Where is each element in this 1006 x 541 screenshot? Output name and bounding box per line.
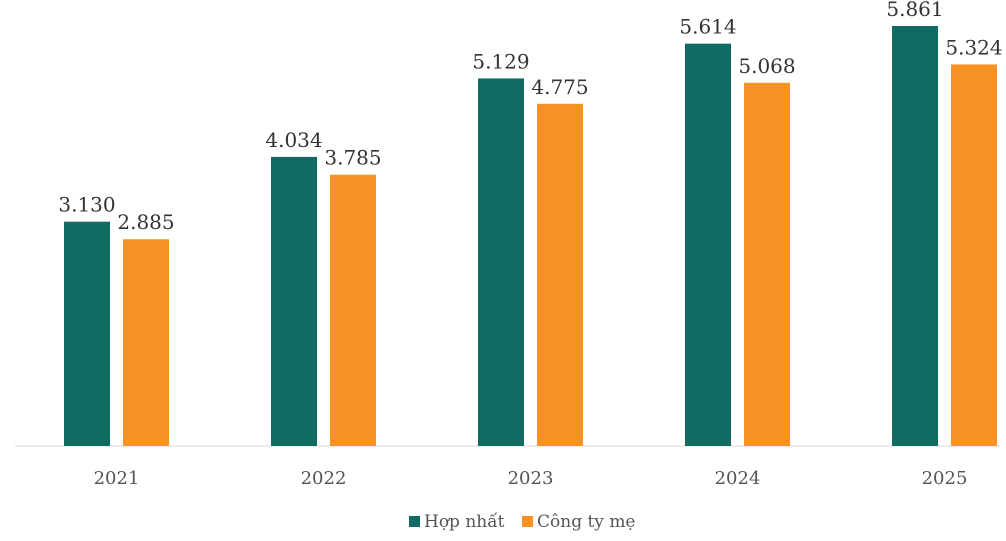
bar-hop-nhat-2022 (271, 156, 317, 446)
category-label-2022: 2022 (301, 468, 347, 489)
bar-hop-nhat-2025 (892, 25, 938, 446)
category-labels-group: 2021 2022 2023 2024 2025 (94, 468, 968, 489)
value-label-cong-ty-me-2022: 3.785 (324, 146, 381, 170)
category-label-2025: 2025 (922, 468, 968, 489)
value-label-hop-nhat-2024: 5.614 (679, 15, 736, 39)
value-label-cong-ty-me-2024: 5.068 (738, 54, 795, 78)
legend-swatch-cong-ty-me (522, 516, 533, 527)
category-label-2023: 2023 (508, 468, 554, 489)
legend-label-hop-nhat: Hợp nhất (424, 512, 505, 532)
bar-hop-nhat-2024 (685, 43, 731, 447)
bar-cong-ty-me-2025 (951, 64, 997, 447)
value-label-hop-nhat-2025: 5.861 (886, 0, 943, 21)
legend-label-cong-ty-me: Công ty mẹ (537, 512, 636, 532)
bar-hop-nhat-2023 (478, 78, 524, 447)
value-label-cong-ty-me-2021: 2.885 (117, 210, 174, 234)
bar-cong-ty-me-2022 (330, 174, 376, 446)
value-label-cong-ty-me-2025: 5.324 (945, 35, 1002, 59)
value-label-cong-ty-me-2023: 4.775 (531, 75, 588, 99)
legend: Hợp nhất Công ty mẹ (409, 512, 636, 532)
category-label-2021: 2021 (94, 468, 140, 489)
value-label-hop-nhat-2022: 4.034 (265, 128, 322, 152)
bar-cong-ty-me-2023 (537, 103, 583, 447)
legend-swatch-hop-nhat (409, 516, 420, 527)
value-label-hop-nhat-2023: 5.129 (472, 49, 529, 73)
category-label-2024: 2024 (715, 468, 761, 489)
bar-hop-nhat-2021 (64, 221, 110, 446)
bar-cong-ty-me-2021 (123, 239, 169, 446)
value-label-hop-nhat-2021: 3.130 (58, 193, 115, 217)
bars-group (64, 25, 997, 447)
bar-cong-ty-me-2024 (744, 82, 790, 446)
